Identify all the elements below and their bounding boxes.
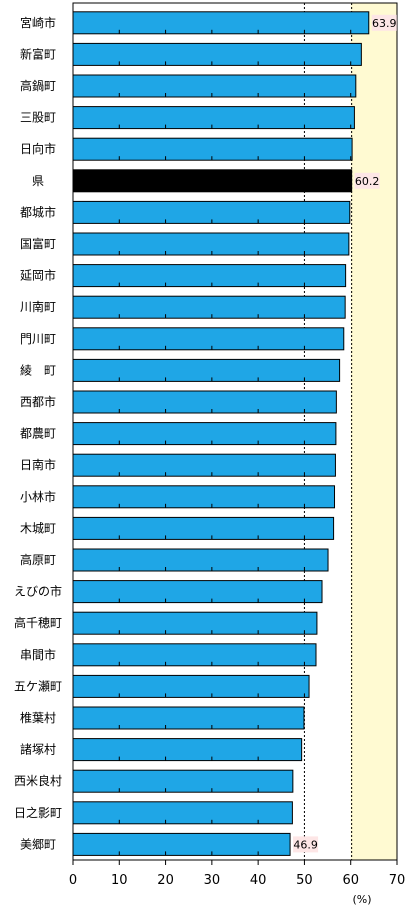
category-label: 西米良村 bbox=[14, 773, 62, 788]
bar bbox=[72, 674, 310, 698]
category-label: 川南町 bbox=[20, 299, 56, 314]
category-label: 木城町 bbox=[20, 521, 56, 535]
chart-bars bbox=[72, 11, 370, 856]
bar bbox=[72, 611, 318, 635]
category-label: 小林市 bbox=[20, 489, 56, 504]
data-label: 46.9 bbox=[293, 838, 318, 851]
bar bbox=[72, 232, 350, 256]
bar bbox=[72, 390, 337, 414]
chart-background-band bbox=[350, 3, 397, 860]
x-tick-label: 60 bbox=[342, 873, 359, 888]
category-label: 新富町 bbox=[20, 46, 56, 61]
category-label: 日向市 bbox=[20, 141, 56, 156]
category-label: 串間市 bbox=[20, 647, 56, 662]
bar bbox=[72, 358, 341, 382]
data-label: 60.2 bbox=[355, 175, 380, 188]
category-label: 高原町 bbox=[20, 552, 56, 567]
category-label: 椎葉村 bbox=[20, 710, 56, 725]
category-label: 都農町 bbox=[20, 427, 56, 441]
bar bbox=[72, 485, 336, 509]
x-tick-label: 40 bbox=[250, 873, 267, 888]
category-label: 美郷町 bbox=[20, 837, 56, 851]
bar bbox=[72, 801, 293, 825]
chart-axes bbox=[72, 2, 398, 865]
category-label: 五ケ瀬町 bbox=[14, 679, 62, 693]
bar bbox=[72, 74, 357, 98]
bar bbox=[72, 832, 291, 856]
category-label: 門川町 bbox=[20, 332, 56, 346]
bar bbox=[72, 548, 329, 572]
category-label: 国富町 bbox=[20, 236, 56, 251]
category-label: 県 bbox=[32, 174, 44, 188]
bar bbox=[72, 769, 294, 793]
bar bbox=[72, 42, 362, 66]
category-label: 宮崎市 bbox=[20, 15, 56, 30]
category-label: 高千穂町 bbox=[14, 615, 62, 630]
bar bbox=[72, 643, 317, 667]
bar bbox=[72, 422, 337, 446]
data-label: 63.9 bbox=[372, 17, 397, 30]
bar bbox=[72, 106, 355, 130]
category-label: 日之影町 bbox=[14, 806, 62, 820]
category-label: 西都市 bbox=[20, 394, 56, 409]
bar bbox=[72, 453, 336, 477]
bar bbox=[72, 738, 303, 762]
bar bbox=[72, 580, 323, 604]
x-tick-label: 20 bbox=[157, 873, 174, 888]
x-tick-label: 30 bbox=[204, 873, 221, 888]
plot-frame bbox=[72, 2, 398, 861]
x-tick-label: 10 bbox=[111, 873, 128, 888]
category-label: えびの市 bbox=[14, 584, 62, 599]
x-axis-unit-label: (%) bbox=[352, 893, 371, 906]
data-label-bg bbox=[371, 14, 397, 31]
bar bbox=[72, 706, 305, 730]
category-label: 延岡市 bbox=[20, 268, 56, 283]
category-label: 三股町 bbox=[20, 111, 56, 125]
data-label-bg bbox=[293, 836, 319, 853]
category-label: 綾 町 bbox=[20, 362, 56, 377]
highlight-band bbox=[350, 3, 397, 860]
bar bbox=[72, 137, 353, 161]
bar bbox=[72, 327, 345, 351]
category-label: 諸塚村 bbox=[20, 742, 56, 757]
x-tick-label: 0 bbox=[69, 873, 77, 888]
bar bbox=[72, 516, 335, 540]
category-label: 都城市 bbox=[20, 204, 56, 219]
category-label: 高鍋町 bbox=[20, 78, 56, 93]
data-label-bg bbox=[354, 172, 380, 189]
x-tick-label: 50 bbox=[296, 873, 313, 888]
x-tick-label: 70 bbox=[389, 873, 406, 888]
category-label: 日南市 bbox=[20, 457, 56, 472]
bar bbox=[72, 11, 370, 35]
